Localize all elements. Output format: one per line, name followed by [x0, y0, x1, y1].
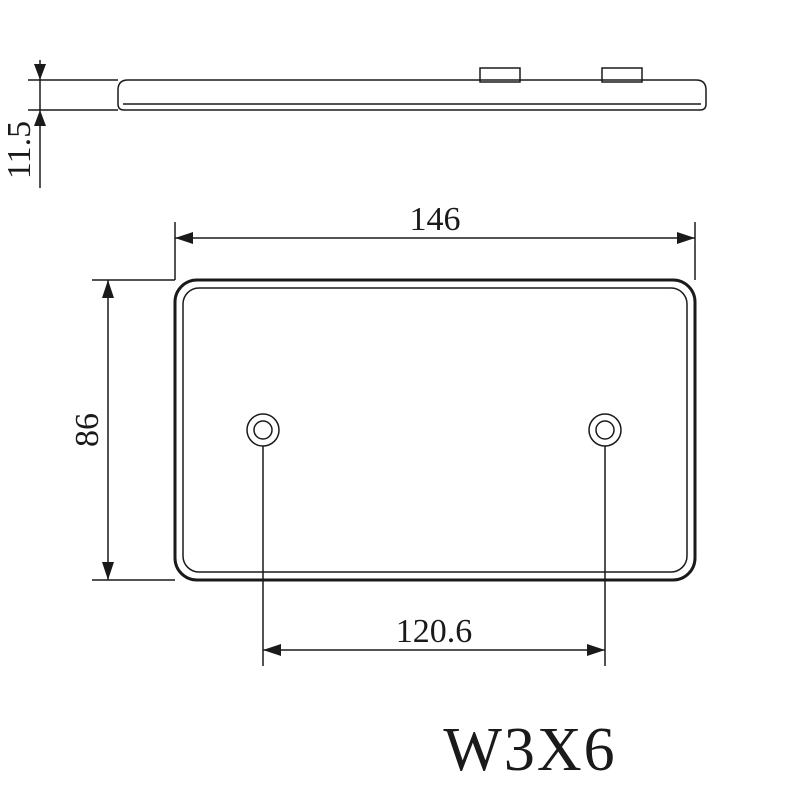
- hole-left: [247, 414, 279, 446]
- dim-side-height: 11.5: [1, 121, 38, 179]
- technical-drawing: 11.5 146 86: [0, 0, 800, 800]
- dim-width: 146: [410, 201, 461, 238]
- part-label: W3X6: [443, 716, 616, 784]
- dim-height: 86: [69, 413, 106, 447]
- side-view: 11.5: [1, 60, 706, 188]
- dim-hole-pitch: 120.6: [396, 613, 473, 650]
- hole-right: [589, 414, 621, 446]
- front-view: 146 86 120.6: [69, 201, 695, 666]
